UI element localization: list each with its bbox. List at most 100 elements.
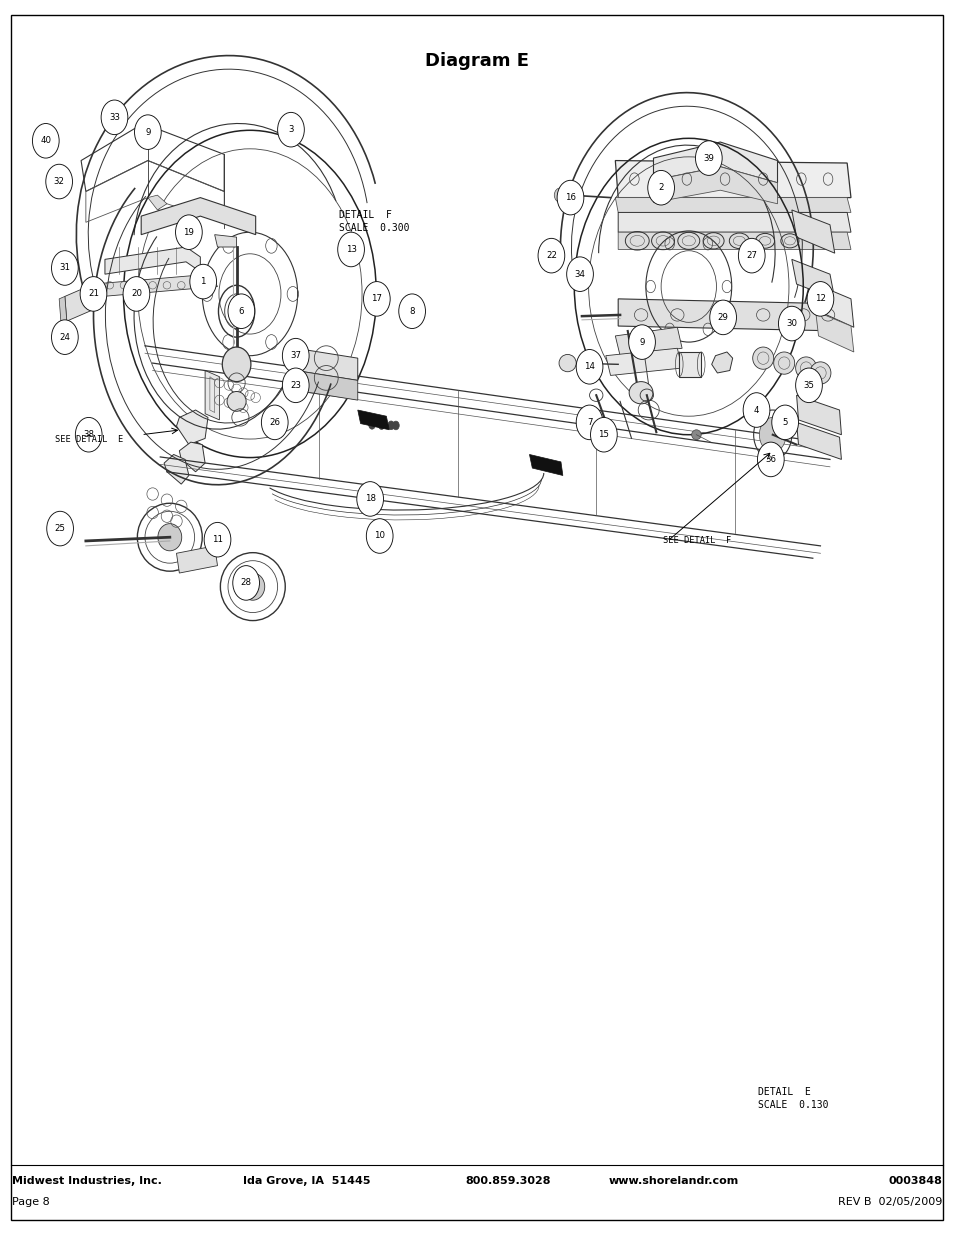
Ellipse shape: [392, 421, 398, 430]
Text: 40: 40: [40, 136, 51, 146]
Circle shape: [228, 294, 254, 329]
Circle shape: [647, 170, 674, 205]
Circle shape: [537, 238, 564, 273]
Ellipse shape: [377, 421, 384, 430]
Text: 9: 9: [639, 337, 644, 347]
Circle shape: [771, 405, 798, 440]
Polygon shape: [357, 410, 389, 430]
Text: REV B  02/05/2009: REV B 02/05/2009: [838, 1197, 942, 1207]
Text: 27: 27: [745, 251, 757, 261]
Polygon shape: [711, 352, 732, 373]
Circle shape: [806, 282, 833, 316]
Polygon shape: [141, 198, 255, 235]
Circle shape: [123, 277, 150, 311]
Text: www.shorelandr.com: www.shorelandr.com: [608, 1176, 739, 1186]
Text: 25: 25: [54, 524, 66, 534]
Polygon shape: [615, 161, 850, 198]
Ellipse shape: [227, 391, 246, 411]
Text: 2: 2: [658, 183, 663, 193]
Polygon shape: [618, 232, 850, 249]
Polygon shape: [65, 284, 95, 321]
Polygon shape: [605, 348, 681, 375]
Ellipse shape: [368, 420, 375, 429]
Text: 3: 3: [288, 125, 294, 135]
Text: 36: 36: [764, 454, 776, 464]
Text: 7: 7: [586, 417, 592, 427]
Circle shape: [576, 405, 602, 440]
Circle shape: [628, 325, 655, 359]
Polygon shape: [791, 259, 834, 299]
Polygon shape: [618, 212, 850, 232]
Circle shape: [175, 215, 202, 249]
Polygon shape: [93, 274, 217, 296]
Text: 23: 23: [290, 380, 301, 390]
Circle shape: [709, 300, 736, 335]
Text: Midwest Industries, Inc.: Midwest Industries, Inc.: [12, 1176, 162, 1186]
Circle shape: [204, 522, 231, 557]
Circle shape: [738, 238, 764, 273]
Circle shape: [282, 368, 309, 403]
Polygon shape: [176, 546, 217, 573]
Text: 9: 9: [145, 127, 151, 137]
Polygon shape: [796, 422, 841, 459]
Text: Page 8: Page 8: [12, 1197, 51, 1207]
Circle shape: [282, 338, 309, 373]
Polygon shape: [148, 195, 167, 210]
Circle shape: [366, 519, 393, 553]
Ellipse shape: [554, 188, 567, 203]
Circle shape: [101, 100, 128, 135]
Text: 22: 22: [545, 251, 557, 261]
Text: 29: 29: [717, 312, 728, 322]
Circle shape: [590, 417, 617, 452]
Ellipse shape: [240, 573, 264, 600]
Circle shape: [695, 141, 721, 175]
Text: 800.859.3028: 800.859.3028: [465, 1176, 551, 1186]
Polygon shape: [679, 352, 700, 377]
Text: 5: 5: [781, 417, 787, 427]
Circle shape: [337, 232, 364, 267]
Circle shape: [46, 164, 72, 199]
Text: 8: 8: [409, 306, 415, 316]
Polygon shape: [815, 284, 853, 327]
Text: 39: 39: [702, 153, 714, 163]
Circle shape: [757, 442, 783, 477]
Circle shape: [51, 251, 78, 285]
Circle shape: [363, 282, 390, 316]
Ellipse shape: [558, 354, 576, 372]
Polygon shape: [176, 410, 208, 445]
Ellipse shape: [222, 347, 251, 382]
Text: 33: 33: [109, 112, 120, 122]
Text: Ida Grove, IA  51445: Ida Grove, IA 51445: [243, 1176, 371, 1186]
Circle shape: [75, 417, 102, 452]
Text: 15: 15: [598, 430, 609, 440]
Text: 10: 10: [374, 531, 385, 541]
Ellipse shape: [691, 430, 700, 440]
Polygon shape: [179, 442, 205, 472]
Text: 28: 28: [240, 578, 252, 588]
Polygon shape: [815, 311, 853, 352]
Text: 12: 12: [814, 294, 825, 304]
Text: SEE DETAIL  F: SEE DETAIL F: [662, 536, 731, 546]
Ellipse shape: [773, 352, 794, 374]
Text: 30: 30: [785, 319, 797, 329]
Text: 1: 1: [200, 277, 206, 287]
Text: 6: 6: [238, 306, 244, 316]
Circle shape: [566, 257, 593, 291]
Text: 4: 4: [753, 405, 759, 415]
Polygon shape: [105, 247, 200, 274]
Circle shape: [233, 566, 259, 600]
Text: SEE DETAIL  E: SEE DETAIL E: [55, 435, 124, 445]
Circle shape: [398, 294, 425, 329]
Polygon shape: [59, 296, 67, 324]
Text: 0003848: 0003848: [888, 1176, 942, 1186]
Text: 24: 24: [59, 332, 71, 342]
Text: 17: 17: [371, 294, 382, 304]
Circle shape: [51, 320, 78, 354]
Polygon shape: [615, 327, 681, 356]
Circle shape: [277, 112, 304, 147]
Polygon shape: [653, 142, 777, 183]
Circle shape: [32, 124, 59, 158]
Circle shape: [47, 511, 73, 546]
Circle shape: [778, 306, 804, 341]
Text: DETAIL  F
SCALE  0.300: DETAIL F SCALE 0.300: [338, 210, 409, 233]
